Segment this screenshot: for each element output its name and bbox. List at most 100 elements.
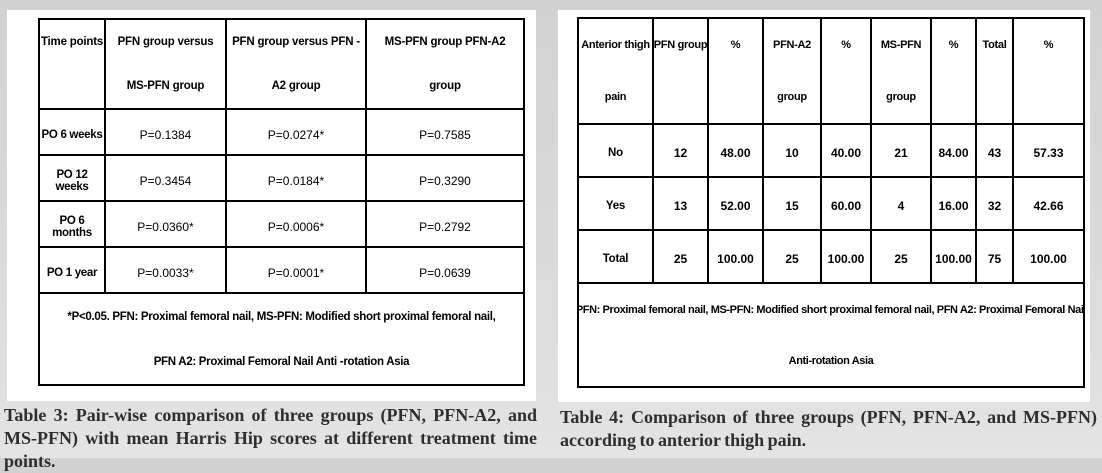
table4-header-percent-4: %	[1012, 17, 1085, 125]
header-line: %	[1043, 39, 1054, 51]
row-label: No	[577, 123, 654, 178]
table4-header-percent-1: %	[707, 17, 764, 125]
header-line: MS-PFN	[880, 39, 922, 51]
header-line: PFN group	[653, 39, 708, 51]
row-label: Total	[577, 229, 654, 284]
table3-panel: Time points PFN group versus MS-PFN grou…	[7, 10, 536, 401]
table3-row-po-12-weeks: PO 12 weeks P=0.3454 P=0.0184* P=0.3290	[38, 154, 525, 202]
percent-cell: 42.66	[1012, 176, 1085, 231]
table3-header-pfn-vs-mspfn: PFN group versus MS-PFN group	[104, 18, 227, 110]
header-line	[978, 71, 1011, 122]
table3-footnote: *P<0.05. PFN: Proximal femoral nail, MS-…	[38, 292, 525, 386]
percent-cell: 100.00	[707, 229, 764, 284]
p-value-cell: P=0.0184*	[225, 154, 367, 202]
header-line: PFN group versus	[117, 36, 214, 48]
p-value-cell: P=0.0006*	[225, 200, 367, 248]
p-value-cell: P=0.0274*	[225, 108, 367, 156]
header-line: %	[948, 39, 959, 51]
percent-cell: 16.00	[930, 176, 977, 231]
header-line: PFN group versus PFN -	[232, 36, 360, 48]
table4-header-mspfn-group: MS-PFN group	[870, 17, 932, 125]
percent-cell: 40.00	[820, 123, 872, 178]
table4-header-percent-3: %	[930, 17, 977, 125]
table3-row-po-6-weeks: PO 6 weeks P=0.1384 P=0.0274* P=0.7585	[38, 108, 525, 156]
row-label: PO 1 year	[38, 246, 106, 294]
table4-header-pfna2-group: PFN-A2 group	[762, 17, 822, 125]
header-line: MS-PFN group	[126, 80, 205, 92]
percent-cell: 57.33	[1012, 123, 1085, 178]
header-line: Total	[982, 39, 1007, 51]
header-line	[710, 71, 761, 122]
table4-footnote: PFN: Proximal femoral nail, MS-PFN: Modi…	[577, 282, 1085, 388]
p-value-cell: P=0.2792	[365, 200, 525, 248]
header-line: group	[886, 91, 916, 103]
table3-footnote-row: *P<0.05. PFN: Proximal femoral nail, MS-…	[38, 292, 525, 386]
row-label: PO 6 weeks	[38, 108, 106, 156]
row-label: PO 12 weeks	[38, 154, 106, 202]
table4-header-total: Total	[975, 17, 1014, 125]
footnote-line: Anti-rotation Asia	[788, 354, 874, 367]
count-cell: 75	[975, 229, 1014, 284]
header-line: MS-PFN group PFN-A2	[384, 36, 506, 48]
header-line: PFN-A2	[773, 39, 811, 51]
p-value-cell: P=0.0639	[365, 246, 525, 294]
row-label: PO 6 months	[38, 200, 106, 248]
p-value-cell: P=0.3290	[365, 154, 525, 202]
header-line	[823, 71, 869, 122]
p-value-cell: P=0.0001*	[225, 246, 367, 294]
p-value-cell: P=0.0360*	[104, 200, 227, 248]
header-line	[41, 64, 103, 107]
count-cell: 25	[870, 229, 932, 284]
percent-cell: 100.00	[930, 229, 977, 284]
table4-row-total: Total 25 100.00 25 100.00 25 100.00 75 1…	[577, 229, 1085, 284]
count-cell: 10	[762, 123, 822, 178]
table3-caption: Table 3: Pair-wise comparison of three g…	[4, 405, 537, 471]
table4-header-percent-2: %	[820, 17, 872, 125]
table3-header-mspfn-pfna2: MS-PFN group PFN-A2 group	[365, 18, 525, 110]
table3-row-po-6-months: PO 6 months P=0.0360* P=0.0006* P=0.2792	[38, 200, 525, 248]
header-line: group	[429, 80, 461, 92]
percent-cell: 48.00	[707, 123, 764, 178]
table4-row-yes: Yes 13 52.00 15 60.00 4 16.00 32 42.66	[577, 176, 1085, 231]
header-line	[1015, 71, 1082, 122]
count-cell: 15	[762, 176, 822, 231]
header-line: A2 group	[271, 80, 321, 92]
percent-cell: 84.00	[930, 123, 977, 178]
table3-header-row: Time points PFN group versus MS-PFN grou…	[38, 18, 525, 110]
p-value-cell: P=0.3454	[104, 154, 227, 202]
table3-row-po-1-year: PO 1 year P=0.0033* P=0.0001* P=0.0639	[38, 246, 525, 294]
header-line: pain	[604, 91, 627, 103]
table4: Anterior thigh pain PFN group % PFN-A2 g…	[577, 17, 1085, 388]
table4-footnote-row: PFN: Proximal femoral nail, MS-PFN: Modi…	[577, 282, 1085, 388]
count-cell: 21	[870, 123, 932, 178]
header-line	[655, 71, 706, 122]
count-cell: 12	[652, 123, 709, 178]
table4-header-pfn-group: PFN group	[652, 17, 709, 125]
table4-header-anterior-thigh-pain: Anterior thigh pain	[577, 17, 654, 125]
count-cell: 4	[870, 176, 932, 231]
percent-cell: 100.00	[820, 229, 872, 284]
p-value-cell: P=0.1384	[104, 108, 227, 156]
header-line	[933, 71, 974, 122]
percent-cell: 100.00	[1012, 229, 1085, 284]
footnote-line: PFN: Proximal femoral nail, MS-PFN: Modi…	[578, 303, 1084, 316]
footnote-line: PFN A2: Proximal Femoral Nail Anti -rota…	[153, 355, 410, 368]
table4-caption: Table 4: Comparison of three groups (PFN…	[560, 407, 1097, 450]
p-value-cell: P=0.7585	[365, 108, 525, 156]
count-cell: 25	[762, 229, 822, 284]
header-line: %	[730, 39, 741, 51]
header-line: Time points	[40, 36, 104, 48]
count-cell: 25	[652, 229, 709, 284]
row-label: Yes	[577, 176, 654, 231]
p-value-cell: P=0.0033*	[104, 246, 227, 294]
count-cell: 43	[975, 123, 1014, 178]
table4-header-row: Anterior thigh pain PFN group % PFN-A2 g…	[577, 17, 1085, 125]
count-cell: 13	[652, 176, 709, 231]
table3-header-time-points: Time points	[38, 18, 106, 110]
table3-header-pfn-vs-pfna2: PFN group versus PFN - A2 group	[225, 18, 367, 110]
count-cell: 32	[975, 176, 1014, 231]
table4-row-no: No 12 48.00 10 40.00 21 84.00 43 57.33	[577, 123, 1085, 178]
header-line: %	[841, 39, 851, 51]
header-line: Anterior thigh	[581, 39, 650, 51]
footnote-line: *P<0.05. PFN: Proximal femoral nail, MS-…	[67, 310, 496, 323]
